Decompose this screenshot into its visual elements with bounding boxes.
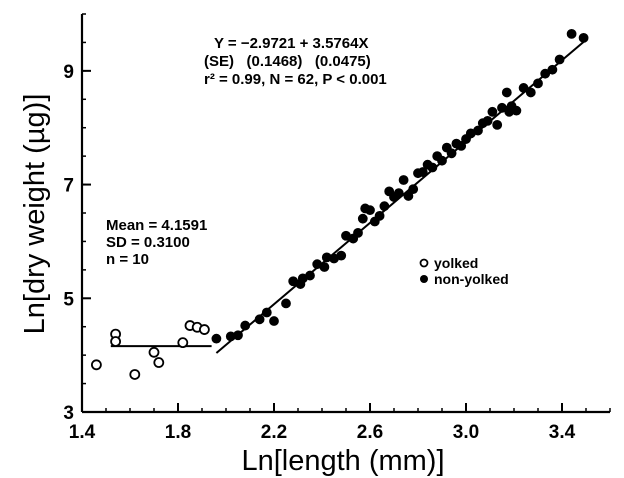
non-yolked-point <box>398 175 409 185</box>
x-tick-label: 2.6 <box>357 422 383 443</box>
y-tick-label: 3 <box>63 403 74 424</box>
non-yolked-point <box>501 87 512 98</box>
non-yolked-point <box>417 167 428 177</box>
non-yolked-point <box>269 316 279 326</box>
non-yolked-point <box>437 155 447 166</box>
summary-n: n = 10 <box>106 251 149 268</box>
summary-annotation: Mean = 4.1591 SD = 0.3100 n = 10 <box>106 217 207 268</box>
regression-stats: r² = 0.99, N = 62, P < 0.001 <box>204 71 387 88</box>
non-yolked-point <box>336 250 347 261</box>
non-yolked-point <box>566 29 577 39</box>
non-yolked-point <box>456 141 467 151</box>
legend-marker-yolked <box>419 258 429 268</box>
yolked-point <box>129 369 141 380</box>
regression-se: (SE) (0.1468) (0.0475) <box>204 53 371 70</box>
data-points <box>91 29 589 380</box>
non-yolked-point <box>233 330 243 341</box>
non-yolked-point <box>379 201 390 212</box>
non-yolked-point <box>254 314 265 325</box>
non-yolked-point <box>403 191 414 201</box>
yolked-point <box>177 337 189 349</box>
non-yolked-point <box>295 279 306 289</box>
non-yolked-point <box>305 270 315 281</box>
x-tick-label: 2.2 <box>261 422 287 443</box>
non-yolked-point <box>374 210 385 221</box>
ticks: 1.4 1.8 2.2 2.6 3.0 3.4 3 5 7 9 <box>63 13 611 443</box>
legend-label-yolked: yolked <box>434 255 478 271</box>
non-yolked-point <box>504 106 515 117</box>
non-yolked-point <box>427 162 438 173</box>
y-tick-label: 7 <box>63 176 74 197</box>
non-yolked-point <box>578 32 589 43</box>
yolked-point <box>110 336 121 347</box>
yolked-point <box>148 346 160 358</box>
legend-marker-non-yolked <box>420 275 428 283</box>
non-yolked-point <box>211 333 222 344</box>
non-yolked-point <box>482 115 493 126</box>
x-tick-label: 1.8 <box>165 422 191 443</box>
y-tick-label: 5 <box>63 289 74 310</box>
non-yolked-point <box>393 188 404 199</box>
non-yolked-point <box>365 205 375 216</box>
x-tick-label: 1.4 <box>69 422 96 443</box>
non-yolked-point <box>261 307 272 318</box>
non-yolked-point <box>525 87 536 98</box>
y-tick-label: 9 <box>63 62 74 83</box>
non-yolked-point <box>547 64 558 75</box>
non-yolked-point <box>487 106 498 117</box>
regression-annotation: Y = −2.9721 + 3.5764X (SE) (0.1468) (0.0… <box>204 35 387 88</box>
yolked-point <box>91 359 102 371</box>
non-yolked-point <box>446 148 457 159</box>
non-yolked-point <box>240 320 251 331</box>
yolked-point <box>198 324 210 335</box>
legend: yolked non-yolked <box>419 255 509 287</box>
x-tick-label: 3.0 <box>453 422 479 443</box>
yolked-point <box>153 357 165 368</box>
regression-equation: Y = −2.9721 + 3.5764X <box>214 35 368 52</box>
non-yolked-point <box>492 119 503 130</box>
non-yolked-point <box>281 298 291 309</box>
non-yolked-point <box>533 78 543 89</box>
non-yolked-point <box>353 227 363 238</box>
non-yolked-point <box>357 213 368 224</box>
non-yolked-point <box>319 262 330 272</box>
summary-sd: SD = 0.3100 <box>106 234 190 251</box>
non-yolked-point <box>473 125 483 136</box>
x-axis-title: Ln[length (mm)] <box>241 445 444 477</box>
non-yolked-point <box>554 54 565 65</box>
non-yolked-point <box>408 184 419 195</box>
y-axis-title: Ln[dry weight (µg)] <box>19 94 51 335</box>
summary-mean: Mean = 4.1591 <box>106 217 207 234</box>
legend-label-non-yolked: non-yolked <box>434 271 509 287</box>
x-tick-label: 3.4 <box>549 422 576 443</box>
non-yolked-point <box>518 83 529 93</box>
